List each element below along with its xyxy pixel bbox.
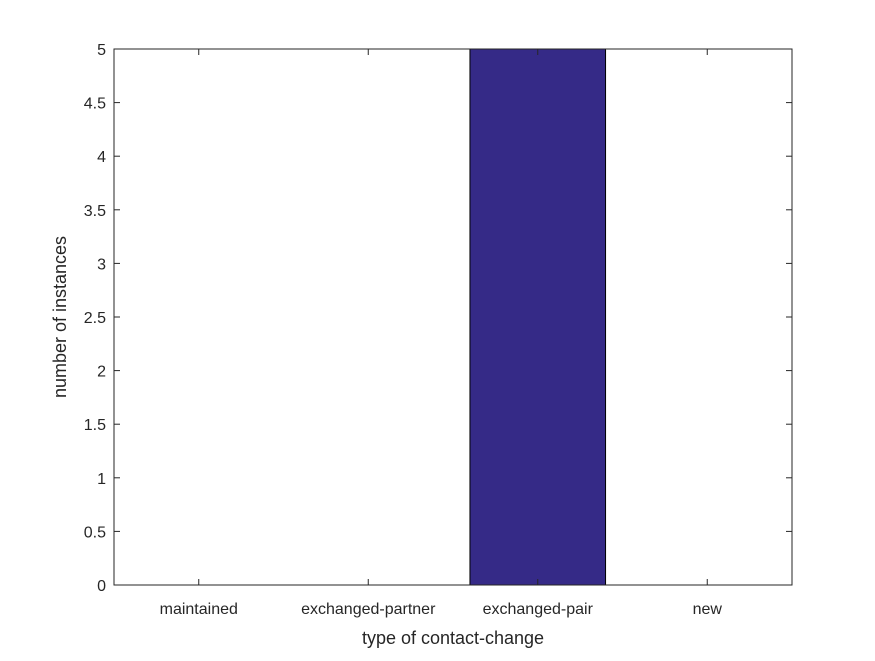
axes-box — [113, 48, 793, 586]
y-tick-label: 0 — [97, 578, 106, 595]
x-axis-label: type of contact-change — [362, 628, 544, 648]
x-tick-label: exchanged-partner — [301, 601, 436, 618]
y-tick-label: 2 — [97, 364, 106, 381]
y-tick-label: 0.5 — [84, 524, 106, 541]
y-tick-label: 4.5 — [84, 96, 106, 113]
y-tick-label: 3.5 — [84, 203, 106, 220]
y-tick-label: 1.5 — [84, 417, 106, 434]
y-tick-label: 3 — [97, 256, 106, 273]
y-tick-label: 5 — [97, 42, 106, 59]
y-axis-label: number of instances — [50, 236, 70, 398]
x-tick-label: exchanged-pair — [483, 601, 594, 618]
x-tick-label: maintained — [160, 601, 238, 618]
y-tick-label: 2.5 — [84, 310, 106, 327]
y-tick-label: 1 — [97, 471, 106, 488]
bar-exchanged-pair — [469, 48, 607, 586]
x-tick-label: new — [693, 601, 723, 618]
y-tick-label: 4 — [97, 149, 106, 166]
